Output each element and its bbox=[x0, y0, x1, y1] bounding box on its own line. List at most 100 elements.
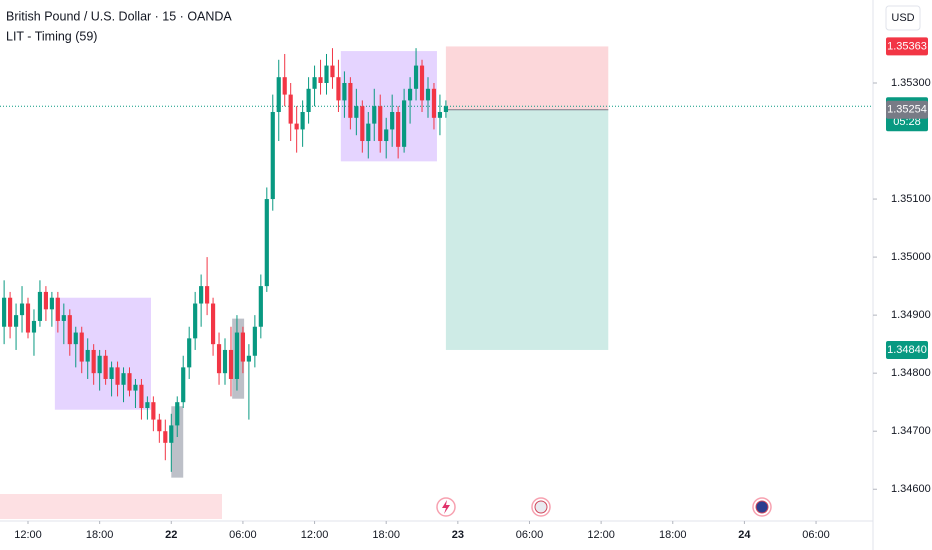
price-marker bbox=[886, 37, 928, 56]
candle-body bbox=[222, 349, 228, 374]
candle-body bbox=[205, 286, 210, 304]
candle-body bbox=[145, 402, 150, 408]
x-tick-label: 23 bbox=[452, 529, 464, 541]
candle-body bbox=[157, 419, 162, 432]
candle-body bbox=[139, 384, 144, 408]
candle-body bbox=[91, 349, 96, 374]
candle-body bbox=[2, 297, 7, 327]
candle-body bbox=[330, 65, 335, 78]
candle-body bbox=[396, 112, 401, 147]
chart-title: British Pound / U.S. Dollar · 15 · OANDA bbox=[6, 9, 232, 23]
candle-body bbox=[25, 303, 31, 333]
price-marker-label: 1.35254 bbox=[887, 104, 927, 116]
candle-body bbox=[115, 367, 120, 385]
x-tick-label: 12:00 bbox=[587, 529, 615, 541]
y-tick-label: 1.35100 bbox=[891, 193, 931, 205]
session-bar bbox=[0, 494, 222, 519]
y-tick-label: 1.34700 bbox=[891, 425, 931, 437]
x-tick-label: 06:00 bbox=[802, 529, 830, 541]
candle-body bbox=[390, 112, 395, 130]
zone bbox=[171, 406, 184, 478]
candle-body bbox=[419, 65, 425, 101]
candle-body bbox=[55, 297, 60, 321]
candle-body bbox=[336, 77, 341, 101]
candle-body bbox=[348, 82, 353, 118]
candle-body bbox=[7, 297, 13, 327]
candle-body bbox=[372, 106, 377, 124]
candle-body bbox=[366, 123, 371, 142]
candle-body bbox=[378, 106, 383, 142]
currency-button[interactable] bbox=[885, 5, 921, 31]
candle-body bbox=[252, 326, 257, 356]
price-marker bbox=[886, 340, 928, 359]
candle-body bbox=[282, 77, 287, 95]
candle-body bbox=[431, 88, 437, 118]
candle-body bbox=[127, 373, 132, 391]
candle-body bbox=[294, 123, 299, 130]
candle-body bbox=[425, 88, 431, 101]
zone bbox=[54, 297, 151, 410]
candle-body bbox=[85, 349, 90, 362]
x-tick-label: 18:00 bbox=[659, 529, 687, 541]
x-tick-label: 12:00 bbox=[14, 529, 42, 541]
candle-body bbox=[175, 402, 180, 426]
y-tick-label: 1.34800 bbox=[891, 367, 931, 379]
candle-body bbox=[97, 355, 102, 374]
candle-body bbox=[199, 286, 204, 304]
x-tick-label: 22 bbox=[165, 529, 177, 541]
x-tick-label: 18:00 bbox=[86, 529, 114, 541]
candle-body bbox=[49, 297, 54, 310]
candle-body bbox=[384, 129, 389, 142]
candle-body bbox=[324, 65, 329, 83]
candle-body bbox=[300, 112, 305, 130]
candle-body bbox=[234, 332, 240, 379]
candle-body bbox=[133, 384, 138, 391]
candle-body bbox=[270, 112, 275, 200]
currency-label: USD bbox=[891, 12, 914, 24]
y-tick-label: 1.35300 bbox=[891, 77, 931, 89]
candle-body bbox=[67, 315, 72, 345]
candle-body bbox=[13, 315, 19, 327]
price-marker-label: 1.35363 bbox=[887, 40, 927, 52]
candle-body bbox=[360, 106, 365, 142]
candle-body bbox=[276, 77, 281, 113]
candle-body bbox=[407, 88, 413, 101]
candle-body bbox=[413, 65, 419, 89]
price-marker-label: 1.34840 bbox=[887, 344, 927, 356]
candle-body bbox=[151, 402, 156, 420]
y-tick-label: 1.34600 bbox=[891, 483, 931, 495]
x-tick-label: 06:00 bbox=[516, 529, 544, 541]
candle-body bbox=[31, 320, 37, 333]
candle-body bbox=[109, 367, 114, 379]
candle-body bbox=[169, 425, 174, 443]
candle-body bbox=[402, 100, 407, 147]
y-tick-label: 1.35000 bbox=[891, 251, 931, 263]
candle-body bbox=[163, 431, 168, 443]
candle-body bbox=[61, 315, 66, 321]
x-tick-label: 24 bbox=[738, 529, 751, 541]
candle-body bbox=[121, 373, 126, 385]
candle-body bbox=[193, 303, 198, 339]
candle-body bbox=[210, 303, 216, 345]
candle-body bbox=[37, 291, 43, 321]
x-tick-label: 18:00 bbox=[372, 529, 400, 541]
y-tick-label: 1.34900 bbox=[891, 309, 931, 321]
candle-body bbox=[288, 94, 293, 124]
candle-body bbox=[306, 88, 311, 113]
candle-body bbox=[73, 332, 78, 345]
candle-body bbox=[354, 106, 359, 118]
candle-body bbox=[181, 367, 186, 403]
candle-body bbox=[187, 338, 192, 368]
candle-body bbox=[246, 355, 251, 362]
stop-zone bbox=[445, 46, 609, 110]
event-icon bbox=[752, 497, 772, 517]
candle-body bbox=[342, 82, 347, 101]
candle-body bbox=[216, 344, 222, 374]
candle-body bbox=[443, 106, 448, 113]
candle-body bbox=[240, 332, 246, 362]
target-zone bbox=[445, 109, 609, 350]
candle-body bbox=[43, 291, 48, 310]
x-tick-label: 06:00 bbox=[229, 529, 257, 541]
price-marker bbox=[886, 100, 928, 119]
